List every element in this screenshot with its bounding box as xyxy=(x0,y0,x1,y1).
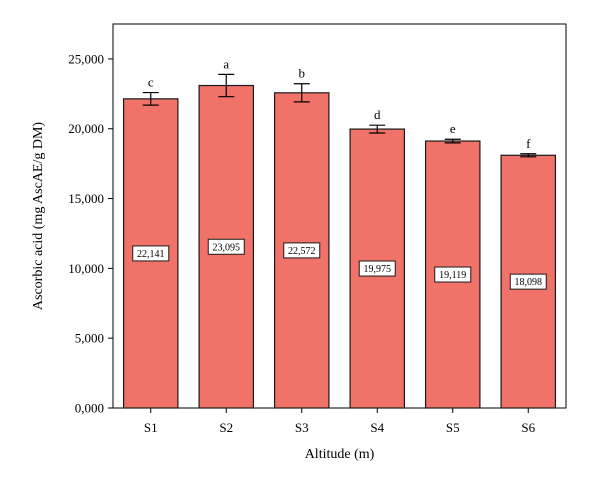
y-tick-label: 0,000 xyxy=(75,401,104,416)
x-tick-label: S6 xyxy=(521,420,535,435)
x-tick-label: S4 xyxy=(370,420,384,435)
value-label-box xyxy=(207,238,245,255)
value-label-box xyxy=(509,273,547,290)
x-tick-label: S2 xyxy=(219,420,233,435)
value-label-box xyxy=(132,245,170,262)
significance-letter: a xyxy=(223,56,229,71)
value-label-box xyxy=(283,242,321,259)
y-tick-label: 5,000 xyxy=(75,331,104,346)
significance-letter: e xyxy=(450,121,456,136)
significance-letter: b xyxy=(299,66,306,81)
y-tick-label: 15,000 xyxy=(68,191,104,206)
value-label: 18,098 xyxy=(515,277,543,288)
y-tick-label: 20,000 xyxy=(68,121,104,136)
x-tick-label: S3 xyxy=(295,420,309,435)
plot-frame xyxy=(112,23,567,409)
value-label-box xyxy=(434,266,472,283)
value-label: 23,095 xyxy=(213,242,241,253)
y-tick-label: 10,000 xyxy=(68,261,104,276)
error-bars-group xyxy=(142,73,537,158)
x-axis-title: Altitude (m) xyxy=(305,447,375,462)
x-tick-label: S1 xyxy=(144,420,158,435)
axes: 0,000 5,000 10,000 15,000 20,000 25,000 S1 S2 S3… xyxy=(68,23,567,435)
significance-letter: d xyxy=(374,107,381,122)
y-tick-label: 25,000 xyxy=(68,51,104,66)
value-labels-group: c 22,141 a 23,095 b 22,572 d 19,975 e 19,119 f 18,0… xyxy=(132,56,547,290)
bars-group xyxy=(122,84,557,409)
value-label: 22,572 xyxy=(288,246,316,257)
value-label-box xyxy=(358,260,396,277)
significance-letter: c xyxy=(148,75,154,90)
y-axis-title: Ascorbic acid (mg AscAE/g DM) xyxy=(31,122,46,311)
value-label: 19,119 xyxy=(439,270,466,281)
value-label: 19,975 xyxy=(364,264,392,275)
x-tick-label: S5 xyxy=(446,420,460,435)
value-label: 22,141 xyxy=(137,249,165,260)
significance-letter: f xyxy=(526,136,531,151)
